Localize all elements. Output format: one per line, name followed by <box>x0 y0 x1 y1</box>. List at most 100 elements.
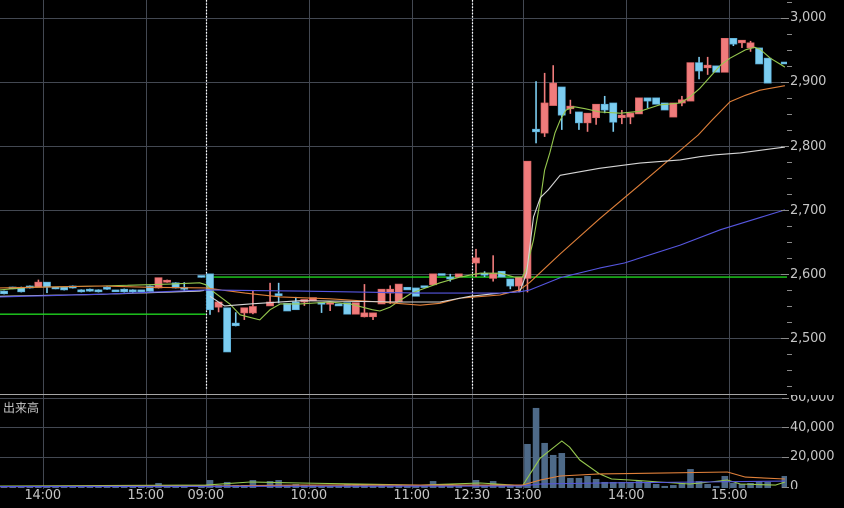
candle-body <box>669 102 678 118</box>
time-axis-label: 12:30 <box>453 488 490 503</box>
volume-bar <box>712 485 720 488</box>
volume-axis: 60,000 40,000 20,000 0 <box>787 395 844 489</box>
candle-body <box>540 102 549 134</box>
candle-body <box>489 273 497 279</box>
candle-down <box>120 288 129 293</box>
candle-up <box>583 112 592 132</box>
candle-body <box>523 160 532 279</box>
volume-bar <box>60 486 68 488</box>
volume-bar <box>489 481 497 488</box>
volume-bar <box>652 484 660 488</box>
volume-line-green <box>0 440 786 487</box>
volume-axis-label: 20,000 <box>790 449 835 465</box>
price-axis: 3,000 2,900 2,800 2,700 2,600 2,500 <box>787 0 844 394</box>
candle-body <box>85 288 94 292</box>
price-axis-label: 2,800 <box>790 138 827 154</box>
candle-body <box>446 276 455 280</box>
volume-bar <box>481 485 488 488</box>
volume-panel[interactable] <box>0 407 788 488</box>
candle-body <box>575 111 583 124</box>
line-white <box>209 146 785 307</box>
volume-bar <box>223 481 231 488</box>
volume-axis-label: 40,000 <box>790 419 835 435</box>
time-axis-label: 14:00 <box>24 488 61 503</box>
candle-body <box>369 312 377 318</box>
candle-down <box>274 282 283 304</box>
volume-bar <box>670 485 677 488</box>
candle-down <box>334 303 343 307</box>
volume-bar <box>249 480 257 488</box>
volume-bar <box>704 484 711 488</box>
time-axis-label: 13:00 <box>504 488 542 503</box>
volume-bar <box>601 481 608 488</box>
volume-bar <box>335 485 342 488</box>
candle-down <box>403 286 412 291</box>
candle-body <box>137 289 146 293</box>
candle-down <box>317 302 326 313</box>
volume-bar <box>318 485 325 488</box>
volume-bar <box>695 481 703 488</box>
candle-down <box>223 307 232 353</box>
candle-up <box>738 39 746 48</box>
candle-body <box>780 61 787 65</box>
candle-down <box>94 289 103 293</box>
candle-body <box>343 302 352 315</box>
price-axis-label: 2,500 <box>790 330 827 346</box>
volume-bar <box>661 485 669 488</box>
candle-up <box>351 302 360 315</box>
candle-body <box>231 322 240 327</box>
candle-body <box>472 257 480 264</box>
candle-body <box>60 286 68 291</box>
line-orange <box>0 85 785 306</box>
candle-down <box>506 278 515 290</box>
volume-bar <box>369 485 377 488</box>
volume-bar <box>738 484 746 488</box>
candle-body <box>223 307 232 353</box>
volume-bar <box>412 485 420 488</box>
candle-up <box>489 255 497 282</box>
candle-down <box>532 81 540 144</box>
candle-body <box>626 112 635 118</box>
candle-down <box>652 97 661 105</box>
candle-body <box>274 293 283 296</box>
candle-down <box>77 289 86 293</box>
candle-down <box>137 289 146 293</box>
line-blue <box>0 209 786 298</box>
candle-body <box>652 97 661 105</box>
candle-down <box>283 302 292 312</box>
candle-body <box>334 303 343 307</box>
line-green <box>0 46 786 321</box>
volume-bar <box>609 481 617 488</box>
candle-up <box>549 65 558 106</box>
candle-up <box>592 103 600 125</box>
volume-indicator-lines <box>0 440 786 488</box>
candle-body <box>120 288 129 293</box>
candle-down <box>103 286 111 290</box>
candle-body <box>643 97 652 102</box>
candle-body <box>154 277 163 289</box>
volume-bar <box>678 482 686 488</box>
candle-down <box>712 65 721 73</box>
candle-up <box>163 279 171 283</box>
candle-body <box>738 39 746 44</box>
candle-body <box>77 289 86 293</box>
candle-down <box>197 275 206 278</box>
grid-lines <box>0 0 787 489</box>
volume-bar <box>386 485 394 488</box>
volume-bar <box>129 486 137 488</box>
candle-body <box>103 286 111 290</box>
candle-down <box>600 95 609 114</box>
candle-body <box>111 289 120 293</box>
price-indicator-lines <box>0 46 786 321</box>
volume-bar <box>78 486 85 488</box>
volume-bar <box>455 485 463 488</box>
candle-up <box>369 312 377 320</box>
candle-up <box>669 102 678 118</box>
price-panel[interactable] <box>0 37 788 353</box>
candle-down <box>291 296 300 311</box>
candle-body <box>720 37 729 73</box>
volume-bar <box>120 486 128 488</box>
candle-up <box>472 248 480 278</box>
